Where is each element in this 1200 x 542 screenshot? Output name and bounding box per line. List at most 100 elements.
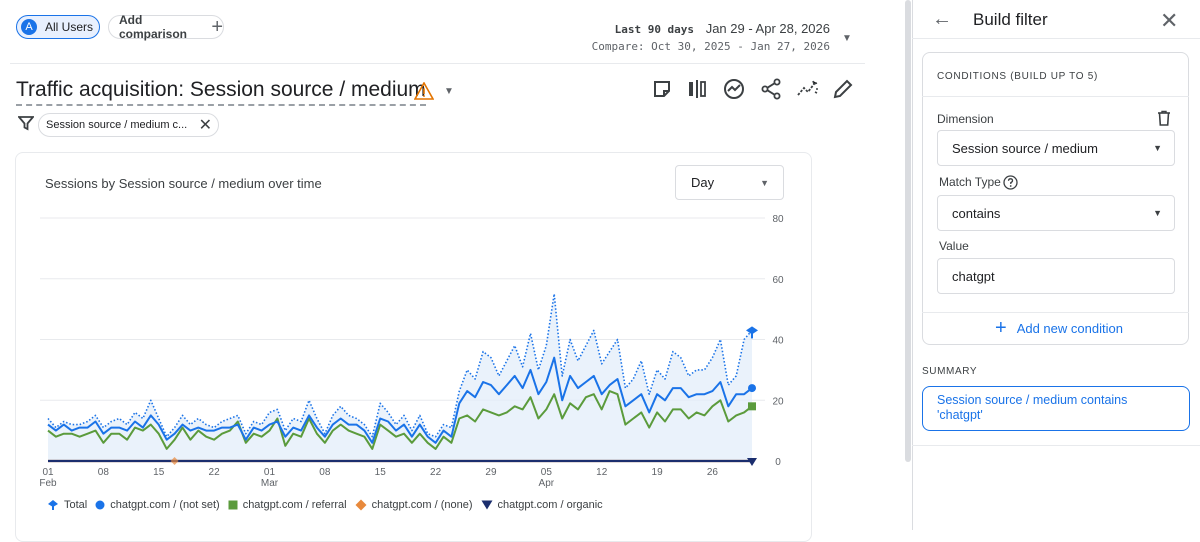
date-range-prefix: Last 90 days bbox=[614, 23, 695, 36]
y-tick-label: 40 bbox=[772, 336, 784, 347]
x-tick-label: 15 bbox=[375, 467, 387, 478]
none-marker bbox=[170, 457, 179, 465]
summary-text: Session source / medium contains 'chatgp… bbox=[937, 393, 1128, 422]
legend-item-organic[interactable]: chatgpt.com / organic bbox=[481, 499, 603, 511]
share-icon[interactable] bbox=[760, 78, 782, 105]
filter-icon bbox=[17, 115, 35, 136]
trend-icon[interactable] bbox=[796, 79, 820, 104]
compare-range: Compare: Oct 30, 2025 - Jan 27, 2026 bbox=[591, 40, 830, 53]
divider bbox=[922, 96, 1189, 97]
value-text: chatgpt bbox=[952, 268, 995, 284]
add-comparison-label: Add comparison bbox=[119, 13, 188, 41]
dimension-label: Dimension bbox=[937, 112, 994, 126]
dimension-value: Session source / medium bbox=[952, 140, 1098, 156]
filter-chip[interactable]: Session source / medium c... ✕ bbox=[38, 113, 219, 137]
y-tick-label: 0 bbox=[775, 457, 781, 468]
x-tick-label: 12 bbox=[596, 467, 608, 478]
legend-not-set-marker bbox=[95, 500, 105, 510]
note-icon[interactable] bbox=[652, 79, 672, 104]
date-range-value: Jan 29 - Apr 28, 2026 bbox=[705, 21, 830, 36]
value-input[interactable]: chatgpt bbox=[937, 258, 1175, 294]
x-tick-label: 19 bbox=[652, 467, 664, 478]
x-tick-label: 05 bbox=[541, 467, 553, 478]
x-tick-label: 29 bbox=[485, 467, 497, 478]
legend-organic-marker bbox=[481, 500, 493, 510]
chart-title: Sessions by Session source / medium over… bbox=[45, 176, 322, 191]
add-comparison-button[interactable]: Add comparison + bbox=[108, 13, 224, 41]
help-icon[interactable] bbox=[1003, 175, 1018, 195]
segment-chip-all-users[interactable]: A All Users bbox=[16, 15, 100, 39]
x-tick-label: 01 bbox=[42, 467, 54, 478]
summary-label: SUMMARY bbox=[922, 366, 978, 377]
granularity-select[interactable]: Day ▼ bbox=[675, 165, 784, 200]
scrollbar[interactable] bbox=[905, 0, 911, 462]
x-tick-label: 08 bbox=[98, 467, 110, 478]
series-line-2 bbox=[47, 390, 753, 450]
legend-referral-marker bbox=[228, 500, 238, 510]
add-new-condition-button[interactable]: + Add new condition bbox=[995, 317, 1123, 339]
trash-icon[interactable] bbox=[1157, 110, 1171, 131]
conditions-box bbox=[922, 52, 1189, 345]
arrow-back-icon[interactable]: ← bbox=[932, 8, 952, 30]
x-tick-label: 22 bbox=[430, 467, 442, 478]
legend-item-not-set[interactable]: chatgpt.com / (not set) bbox=[95, 499, 220, 511]
x-tick-label: 08 bbox=[319, 467, 331, 478]
total-end-marker bbox=[746, 326, 758, 335]
total-end-marker-stem bbox=[751, 332, 753, 339]
chevron-down-icon: ▼ bbox=[1153, 143, 1162, 153]
legend-label: chatgpt.com / (not set) bbox=[110, 499, 220, 511]
add-condition-label: Add new condition bbox=[1016, 320, 1123, 336]
value-label: Value bbox=[939, 239, 969, 253]
conditions-header: CONDITIONS (BUILD UP TO 5) bbox=[937, 71, 1099, 82]
plus-icon: + bbox=[211, 16, 223, 38]
total-area bbox=[48, 293, 752, 461]
page-title[interactable]: Traffic acquisition: Session source / me… bbox=[16, 77, 426, 106]
close-icon[interactable]: ✕ bbox=[1160, 8, 1179, 33]
x-tick-label: 15 bbox=[153, 467, 165, 478]
dimension-select[interactable]: Session source / medium ▼ bbox=[937, 130, 1175, 166]
legend-item-total[interactable]: Total bbox=[47, 499, 87, 511]
organic-end-marker bbox=[747, 458, 757, 466]
plus-icon: + bbox=[995, 317, 1007, 339]
chevron-down-icon: ▼ bbox=[760, 177, 769, 188]
legend-item-none[interactable]: chatgpt.com / (none) bbox=[355, 499, 473, 511]
chart-legend: Total chatgpt.com / (not set) chatgpt.co… bbox=[47, 499, 611, 511]
divider bbox=[912, 445, 1200, 446]
divider bbox=[912, 38, 1200, 39]
legend-label: chatgpt.com / (none) bbox=[371, 499, 473, 511]
insights-icon[interactable] bbox=[723, 78, 745, 105]
granularity-value: Day bbox=[691, 175, 715, 190]
chevron-down-icon[interactable]: ▼ bbox=[444, 86, 454, 97]
legend-item-referral[interactable]: chatgpt.com / referral bbox=[228, 499, 347, 511]
referral-end-marker bbox=[748, 402, 756, 411]
chevron-down-icon: ▼ bbox=[1153, 208, 1162, 218]
x-tick-sublabel: Mar bbox=[261, 478, 279, 489]
chevron-down-icon[interactable]: ▼ bbox=[842, 33, 852, 44]
build-filter-panel bbox=[912, 0, 1200, 530]
divider bbox=[10, 63, 865, 64]
legend-total-marker bbox=[48, 500, 58, 510]
not-set-end-marker bbox=[748, 384, 756, 393]
compare-columns-icon[interactable] bbox=[687, 79, 709, 104]
y-tick-label: 80 bbox=[772, 214, 784, 225]
legend-label: chatgpt.com / organic bbox=[497, 499, 603, 511]
panel-title: Build filter bbox=[973, 10, 1048, 29]
warning-icon[interactable] bbox=[413, 81, 435, 105]
close-icon[interactable]: ✕ bbox=[198, 117, 212, 134]
edit-icon[interactable] bbox=[832, 78, 854, 105]
match-type-select[interactable]: contains ▼ bbox=[937, 195, 1175, 231]
date-range-picker[interactable]: Last 90 days Jan 29 - Apr 28, 2026 bbox=[615, 21, 830, 36]
legend-none-marker bbox=[355, 499, 367, 511]
match-type-label: Match Type bbox=[939, 175, 1001, 189]
legend-label: chatgpt.com / referral bbox=[242, 499, 347, 511]
legend-label: Total bbox=[64, 499, 88, 511]
y-tick-label: 20 bbox=[772, 396, 784, 407]
summary-box: Session source / medium contains 'chatgp… bbox=[922, 386, 1190, 431]
segment-label: All Users bbox=[45, 20, 94, 34]
x-tick-sublabel: Apr bbox=[539, 478, 555, 489]
filter-chip-label: Session source / medium c... bbox=[46, 119, 188, 131]
x-tick-label: 22 bbox=[209, 467, 221, 478]
x-tick-label: 01 bbox=[264, 467, 276, 478]
segment-avatar: A bbox=[21, 19, 37, 35]
